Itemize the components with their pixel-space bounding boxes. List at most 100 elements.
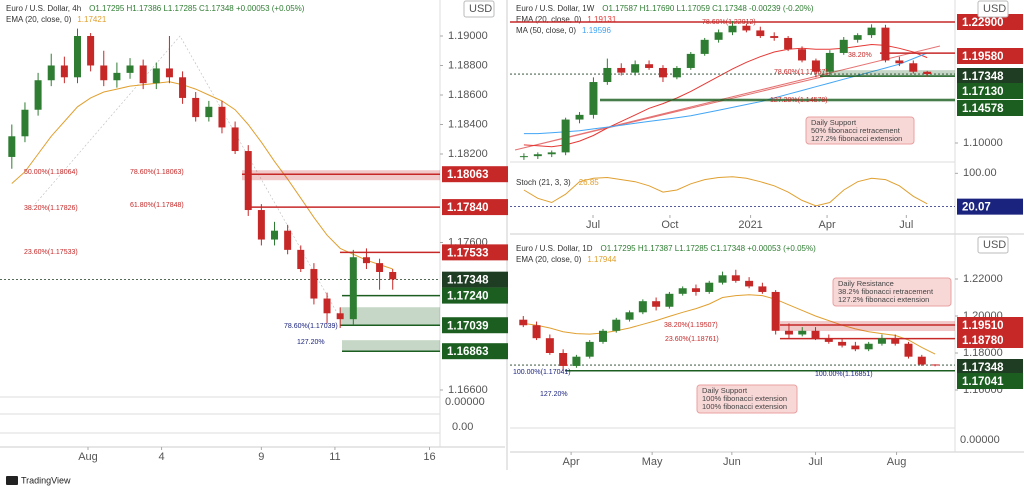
x-tick-label: Oct <box>661 219 678 231</box>
callout-box <box>696 384 798 414</box>
price-label-box <box>442 199 508 216</box>
candle-body <box>87 35 95 66</box>
candle-body <box>705 282 714 292</box>
price-label-box <box>957 100 1023 116</box>
candle-body <box>742 25 751 31</box>
currency-label: USD <box>983 3 1006 15</box>
price-label: 1.18780 <box>962 335 1004 347</box>
candle-body <box>192 97 200 118</box>
x-tick-label: Jun <box>723 456 741 468</box>
candle-body <box>559 352 568 366</box>
indicator-line <box>523 52 928 135</box>
pane-axis-label: 0.00000 <box>445 396 485 408</box>
price-label: 1.22900 <box>962 17 1004 29</box>
indicator-value: 1.17944 <box>587 255 616 264</box>
indicator-value: 1.17421 <box>77 15 106 24</box>
candle-body <box>575 114 584 120</box>
candle-body <box>257 210 265 240</box>
price-label-box <box>957 68 1023 84</box>
candle-body <box>376 263 384 272</box>
candle-body <box>923 71 932 75</box>
indicator-value: 26.85 <box>579 178 600 187</box>
price-label: 20.07 <box>962 202 991 214</box>
candle-body <box>603 67 612 83</box>
fib-label: 61.80%(1.17848) <box>130 202 184 209</box>
price-label-box <box>442 317 508 334</box>
ohlc-values: O1.17295 H1.17387 L1.17285 C1.17348 +0.0… <box>600 244 816 253</box>
candle-body <box>336 313 344 320</box>
indicator-line <box>523 176 928 207</box>
price-label-box <box>957 373 1023 389</box>
candle-body <box>881 27 890 61</box>
candle-body <box>731 275 740 281</box>
price-label: 1.14578 <box>962 103 1004 115</box>
level-zone <box>340 307 440 326</box>
price-label-box <box>957 198 1023 215</box>
fib-label: 50.00%(1.18064) <box>24 169 78 176</box>
x-tick-label: 9 <box>258 451 264 463</box>
candle-body <box>113 72 121 81</box>
y-tick-label: 100.00 <box>963 167 997 179</box>
candle-body <box>853 35 862 40</box>
candle-body <box>784 37 793 50</box>
ohlc-values: O1.17587 H1.17690 L1.17059 C1.17348 -0.0… <box>602 4 814 13</box>
price-label: 1.17533 <box>447 247 489 259</box>
price-label-box <box>442 287 508 304</box>
indicator-name: EMA (20, close, 0) <box>6 15 72 24</box>
x-tick-label: 2021 <box>738 219 762 231</box>
x-tick-label: Apr <box>819 219 836 231</box>
currency-label: USD <box>983 239 1006 251</box>
candle-body <box>771 291 780 331</box>
candle-body <box>100 65 108 81</box>
callout-box <box>805 116 915 145</box>
candle-body <box>798 330 807 335</box>
candle-body <box>798 49 807 61</box>
price-label-box <box>442 166 508 183</box>
candle-body <box>686 53 695 68</box>
fib-label: 38.20%(1.17826) <box>24 205 78 212</box>
price-label: 1.17348 <box>962 71 1004 83</box>
chart-title: Euro / U.S. Dollar, 1D <box>516 244 593 253</box>
price-label: 1.17041 <box>962 376 1004 388</box>
candle-body <box>864 343 873 350</box>
candle-body <box>271 230 279 240</box>
candle-body <box>218 106 226 128</box>
price-label-box <box>957 317 1023 333</box>
price-label-box <box>442 343 508 360</box>
footer-brand: TradingView <box>21 475 71 485</box>
price-label: 1.17840 <box>447 202 489 214</box>
price-label: 1.17348 <box>962 362 1004 374</box>
candle-body <box>139 65 147 84</box>
candle-body <box>691 288 700 292</box>
candle-body <box>714 32 723 40</box>
price-label: 1.17240 <box>447 291 489 303</box>
candle-body <box>745 280 754 287</box>
callout-box <box>832 277 952 307</box>
y-tick-label: 1.16600 <box>448 384 488 396</box>
candle-body <box>718 275 727 283</box>
candle-body <box>756 30 765 37</box>
candle-body <box>362 257 370 264</box>
candle-body <box>631 64 640 73</box>
pane-axis-label: 0.00 <box>452 421 473 433</box>
x-tick-label: Jul <box>586 219 600 231</box>
candle-body <box>700 39 709 54</box>
fib-connector <box>29 35 341 319</box>
candle-body <box>598 330 607 342</box>
price-label-box <box>442 244 508 261</box>
candle-body <box>867 27 876 36</box>
x-tick-label: 16 <box>423 451 435 463</box>
indicator-name: EMA (20, close, 0) <box>516 255 582 264</box>
price-label: 1.18063 <box>447 169 489 181</box>
candle-body <box>126 65 134 73</box>
currency-box <box>977 236 1009 254</box>
callout-text: 127.2% fibonacci extension <box>811 134 902 143</box>
fib-label: 127.20% <box>297 339 325 346</box>
price-label: 1.19580 <box>962 51 1004 63</box>
y-tick-label: 1.18800 <box>448 59 488 71</box>
fib-label: 78.60%(1.17039) <box>284 323 338 330</box>
y-tick-label: 1.10000 <box>963 137 1003 149</box>
fib-label: 38.20% <box>848 52 872 59</box>
candle-body <box>547 152 556 155</box>
